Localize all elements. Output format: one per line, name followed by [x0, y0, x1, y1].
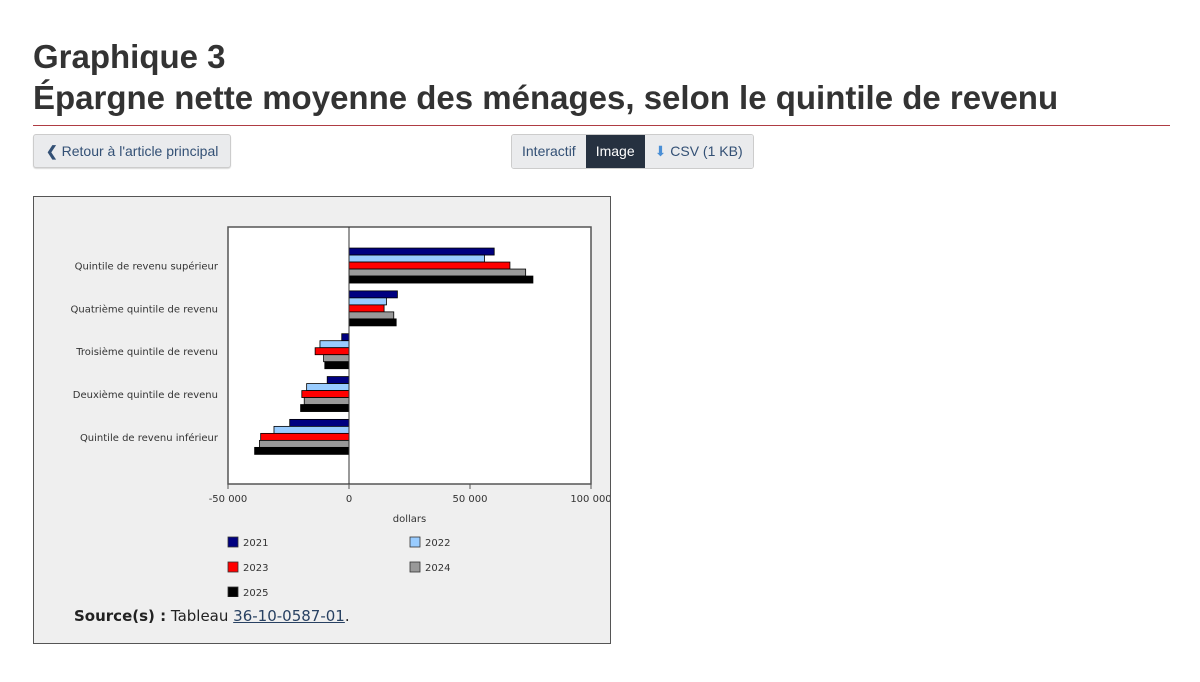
tab-image[interactable]: Image	[585, 135, 645, 168]
title-divider	[33, 125, 1170, 126]
legend-swatch-2024	[409, 561, 421, 573]
bar-2022	[319, 340, 350, 349]
x-tick-label: 0	[346, 494, 352, 505]
legend-label-2023: 2023	[243, 563, 268, 574]
csv-label: CSV (1 KB)	[670, 143, 743, 159]
bar-2022	[348, 254, 485, 263]
bar-2021	[289, 418, 350, 427]
x-axis-label: dollars	[393, 514, 426, 525]
bar-2022	[273, 425, 350, 434]
bar-2023	[314, 347, 350, 356]
legend-label-2024: 2024	[425, 563, 450, 574]
title-line-1: Graphique 3	[33, 38, 226, 75]
legend-swatch-2022	[409, 536, 421, 548]
legend-label-2025: 2025	[243, 588, 268, 597]
page-title: Graphique 3 Épargne nette moyenne des mén…	[33, 36, 1058, 118]
csv-download-button[interactable]: ⬇ CSV (1 KB)	[644, 135, 753, 168]
bar-2023	[348, 261, 511, 270]
chart-panel: Quintile de revenu supérieur Quatrième qu…	[33, 196, 611, 644]
bar-2024	[323, 354, 350, 363]
bar-2023	[348, 304, 385, 313]
source-label: Source(s) :	[74, 607, 167, 625]
bar-2021	[348, 290, 398, 299]
bar-2024	[348, 268, 527, 277]
title-line-2: Épargne nette moyenne des ménages, selon…	[33, 79, 1059, 116]
bar-2024	[259, 439, 350, 448]
chevron-left-icon: ❮	[46, 143, 58, 159]
bar-2021	[326, 376, 350, 384]
bar-2025	[254, 446, 350, 455]
bar-2022	[306, 383, 350, 391]
bar-2024	[348, 311, 395, 320]
bar-2025	[348, 318, 397, 327]
x-tick-label: -50 000	[209, 494, 248, 505]
source-text: Tableau	[170, 607, 229, 625]
bar-2023	[301, 390, 350, 398]
bar-2025	[300, 404, 350, 412]
bar-chart: Quintile de revenu supérieur Quatrième qu…	[71, 226, 610, 597]
category-label: Quintile de revenu inférieur	[80, 432, 219, 444]
bar-2024	[303, 397, 350, 405]
view-toggle: Interactif Image ⬇ CSV (1 KB)	[511, 134, 754, 169]
x-tick-label: 100 000	[570, 494, 610, 505]
category-label: Quatrième quintile de revenu	[71, 303, 218, 315]
category-label: Troisième quintile de revenu	[75, 346, 218, 358]
legend-swatch-2023	[227, 561, 239, 573]
bar-2021	[341, 333, 350, 342]
category-label: Quintile de revenu supérieur	[75, 261, 219, 273]
bar-2023	[260, 432, 350, 441]
legend-swatch-2021	[227, 536, 239, 548]
bar-2022	[348, 297, 387, 306]
download-icon: ⬇	[654, 143, 667, 159]
back-button[interactable]: ❮ Retour à l'article principal	[33, 134, 232, 168]
legend-swatch-2025	[227, 586, 239, 597]
source-end: .	[344, 607, 350, 625]
legend-label-2021: 2021	[243, 538, 268, 549]
bar-2025	[348, 275, 534, 284]
back-label: Retour à l'article principal	[61, 143, 219, 159]
bar-2021	[348, 247, 495, 256]
tab-interactive[interactable]: Interactif	[512, 135, 586, 168]
legend-label-2022: 2022	[425, 538, 450, 549]
x-tick-label: 50 000	[453, 494, 488, 505]
source-link[interactable]: 36-10-0587-01	[233, 607, 345, 625]
source-note: Source(s) : Tableau 36-10-0587-01.	[74, 607, 350, 625]
bar-2025	[324, 361, 350, 370]
category-label: Deuxième quintile de revenu	[73, 389, 218, 401]
